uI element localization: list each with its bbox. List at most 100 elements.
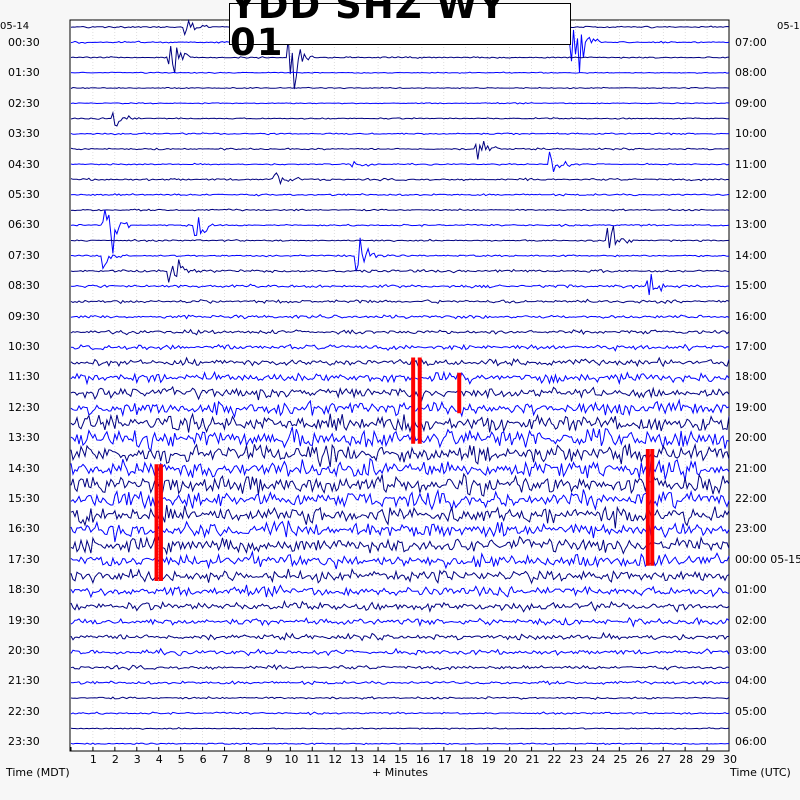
x-tick-label: 11 bbox=[306, 753, 321, 766]
left-time-label: 08:30 bbox=[8, 279, 40, 293]
x-tick-label: 26 bbox=[635, 753, 650, 766]
left-time-label: 17:30 bbox=[8, 552, 40, 566]
minute-gridlines bbox=[92, 20, 708, 751]
trace-row bbox=[70, 696, 730, 701]
trace-row bbox=[70, 259, 730, 283]
left-time-label: 14:30 bbox=[8, 461, 40, 475]
plot-area bbox=[69, 19, 730, 752]
left-time-label: 10:30 bbox=[8, 340, 40, 353]
x-tick-label: 12 bbox=[328, 753, 343, 766]
trace-row bbox=[70, 711, 730, 716]
right-time-label: 12:00 bbox=[735, 188, 767, 201]
clip-layer bbox=[154, 357, 655, 581]
trace-row bbox=[70, 151, 730, 172]
trace-row bbox=[70, 412, 730, 434]
x-tick-label: 13 bbox=[350, 753, 365, 766]
trace-row bbox=[70, 385, 730, 402]
right-time-label: 22:00 bbox=[735, 492, 767, 505]
clip-bar bbox=[417, 357, 422, 444]
trace-row bbox=[70, 584, 730, 599]
x-tick-label: 21 bbox=[525, 753, 540, 766]
trace-row bbox=[70, 631, 730, 642]
trace-row bbox=[70, 568, 730, 585]
right-time-label: 09:00 bbox=[735, 96, 767, 110]
left-time-label: 22:30 bbox=[8, 704, 40, 718]
left-time-label: 02:30 bbox=[8, 96, 40, 110]
x-axis-ticks bbox=[70, 747, 730, 751]
trace-row bbox=[70, 132, 730, 136]
trace-row bbox=[70, 356, 730, 368]
x-tick-label: 30 bbox=[723, 753, 737, 766]
right-time-label: 02:00 bbox=[735, 613, 767, 627]
right-time-label: 13:00 bbox=[735, 218, 767, 232]
trace-row bbox=[70, 504, 730, 529]
x-tick-label: 28 bbox=[679, 753, 694, 766]
x-tick-label: 25 bbox=[613, 753, 628, 766]
x-tick-label: 24 bbox=[591, 753, 606, 766]
trace-row bbox=[70, 599, 730, 613]
right-time-label: 17:00 bbox=[735, 340, 767, 353]
trace-row bbox=[70, 225, 730, 249]
trace-row bbox=[70, 549, 730, 570]
trace-row bbox=[70, 237, 730, 272]
x-tick-label: 29 bbox=[701, 753, 716, 766]
trace-row bbox=[70, 472, 730, 497]
x-tick-label: 27 bbox=[657, 753, 672, 766]
left-time-label: 09:30 bbox=[8, 309, 40, 323]
left-time-label: 05:30 bbox=[8, 188, 40, 201]
trace-row bbox=[70, 370, 730, 386]
trace-row bbox=[70, 314, 730, 320]
clip-bar bbox=[650, 449, 655, 566]
trace-row bbox=[70, 209, 730, 254]
trace-row bbox=[70, 193, 730, 197]
trace-row bbox=[70, 535, 730, 556]
trace-row bbox=[70, 71, 730, 74]
right-time-label: 20:00 bbox=[735, 431, 767, 445]
x-tick-label: 23 bbox=[569, 753, 584, 766]
left-time-label: 19:30 bbox=[8, 613, 40, 627]
x-tick-label: 6 bbox=[199, 753, 207, 766]
right-time-label: 16:00 bbox=[735, 309, 767, 323]
clip-bar bbox=[158, 464, 163, 581]
trace-row bbox=[70, 110, 730, 127]
x-tick-label: 18 bbox=[459, 753, 474, 766]
trace-row bbox=[70, 38, 730, 90]
trace-row bbox=[70, 172, 730, 186]
trace-row bbox=[70, 488, 730, 512]
right-time-label: 15:00 bbox=[735, 279, 767, 293]
right-time-label: 18:00 bbox=[735, 370, 767, 384]
trace-row bbox=[70, 727, 730, 730]
trace-row bbox=[70, 328, 730, 336]
right-time-label: 04:00 bbox=[735, 674, 767, 688]
clip-bar bbox=[411, 357, 416, 444]
right-time-label: 06:00 bbox=[735, 735, 767, 749]
x-tick-label: 16 bbox=[415, 753, 430, 766]
right-time-label: 07:00 bbox=[735, 36, 767, 49]
trace-row bbox=[70, 664, 730, 671]
chart-title-box: YDD SHZ WY 01 bbox=[229, 0, 571, 61]
x-tick-label: 20 bbox=[503, 753, 518, 766]
left-time-label: 16:30 bbox=[8, 522, 40, 536]
x-tick-label: 19 bbox=[481, 753, 496, 766]
trace-row bbox=[70, 520, 730, 542]
trace-row bbox=[70, 742, 729, 746]
date-right: 05-1 bbox=[777, 21, 800, 32]
right-time-label: 14:00 bbox=[735, 248, 767, 262]
x-tick-label: 22 bbox=[547, 753, 562, 766]
x-tick-label: 15 bbox=[394, 753, 408, 766]
trace-row bbox=[70, 86, 730, 90]
left-time-label: 18:30 bbox=[8, 583, 40, 597]
chart-title: YDD SHZ WY 01 bbox=[230, 0, 507, 64]
x-tick-label: 7 bbox=[221, 753, 229, 766]
right-time-label: 00:00 05-15 bbox=[735, 552, 800, 566]
x-tick-label: 3 bbox=[133, 753, 141, 766]
left-time-label: 03:30 bbox=[8, 127, 40, 141]
left-axis-title: Time (MDT) bbox=[6, 766, 70, 779]
left-time-label: 04:30 bbox=[8, 157, 40, 171]
left-time-label: 12:30 bbox=[8, 400, 40, 414]
left-time-label: 00:30 bbox=[8, 36, 40, 49]
right-time-label: 19:00 bbox=[735, 400, 767, 414]
left-time-label: 07:30 bbox=[8, 248, 40, 262]
